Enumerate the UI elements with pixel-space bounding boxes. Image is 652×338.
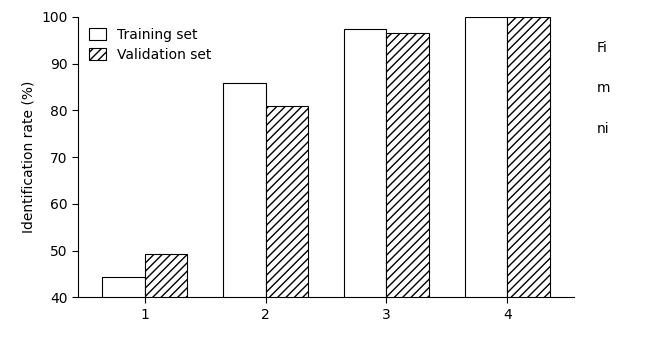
Bar xyxy=(223,83,265,338)
Text: m: m xyxy=(597,81,610,95)
Text: ni: ni xyxy=(597,122,609,136)
Bar xyxy=(344,29,387,338)
Y-axis label: Identification rate (%): Identification rate (%) xyxy=(22,81,36,233)
Bar xyxy=(145,255,187,338)
Bar xyxy=(507,17,550,338)
Text: Fi: Fi xyxy=(597,41,608,54)
Bar xyxy=(265,106,308,338)
Bar xyxy=(465,17,507,338)
Legend: Training set, Validation set: Training set, Validation set xyxy=(85,24,216,66)
Bar xyxy=(102,277,145,338)
Bar xyxy=(387,33,429,338)
